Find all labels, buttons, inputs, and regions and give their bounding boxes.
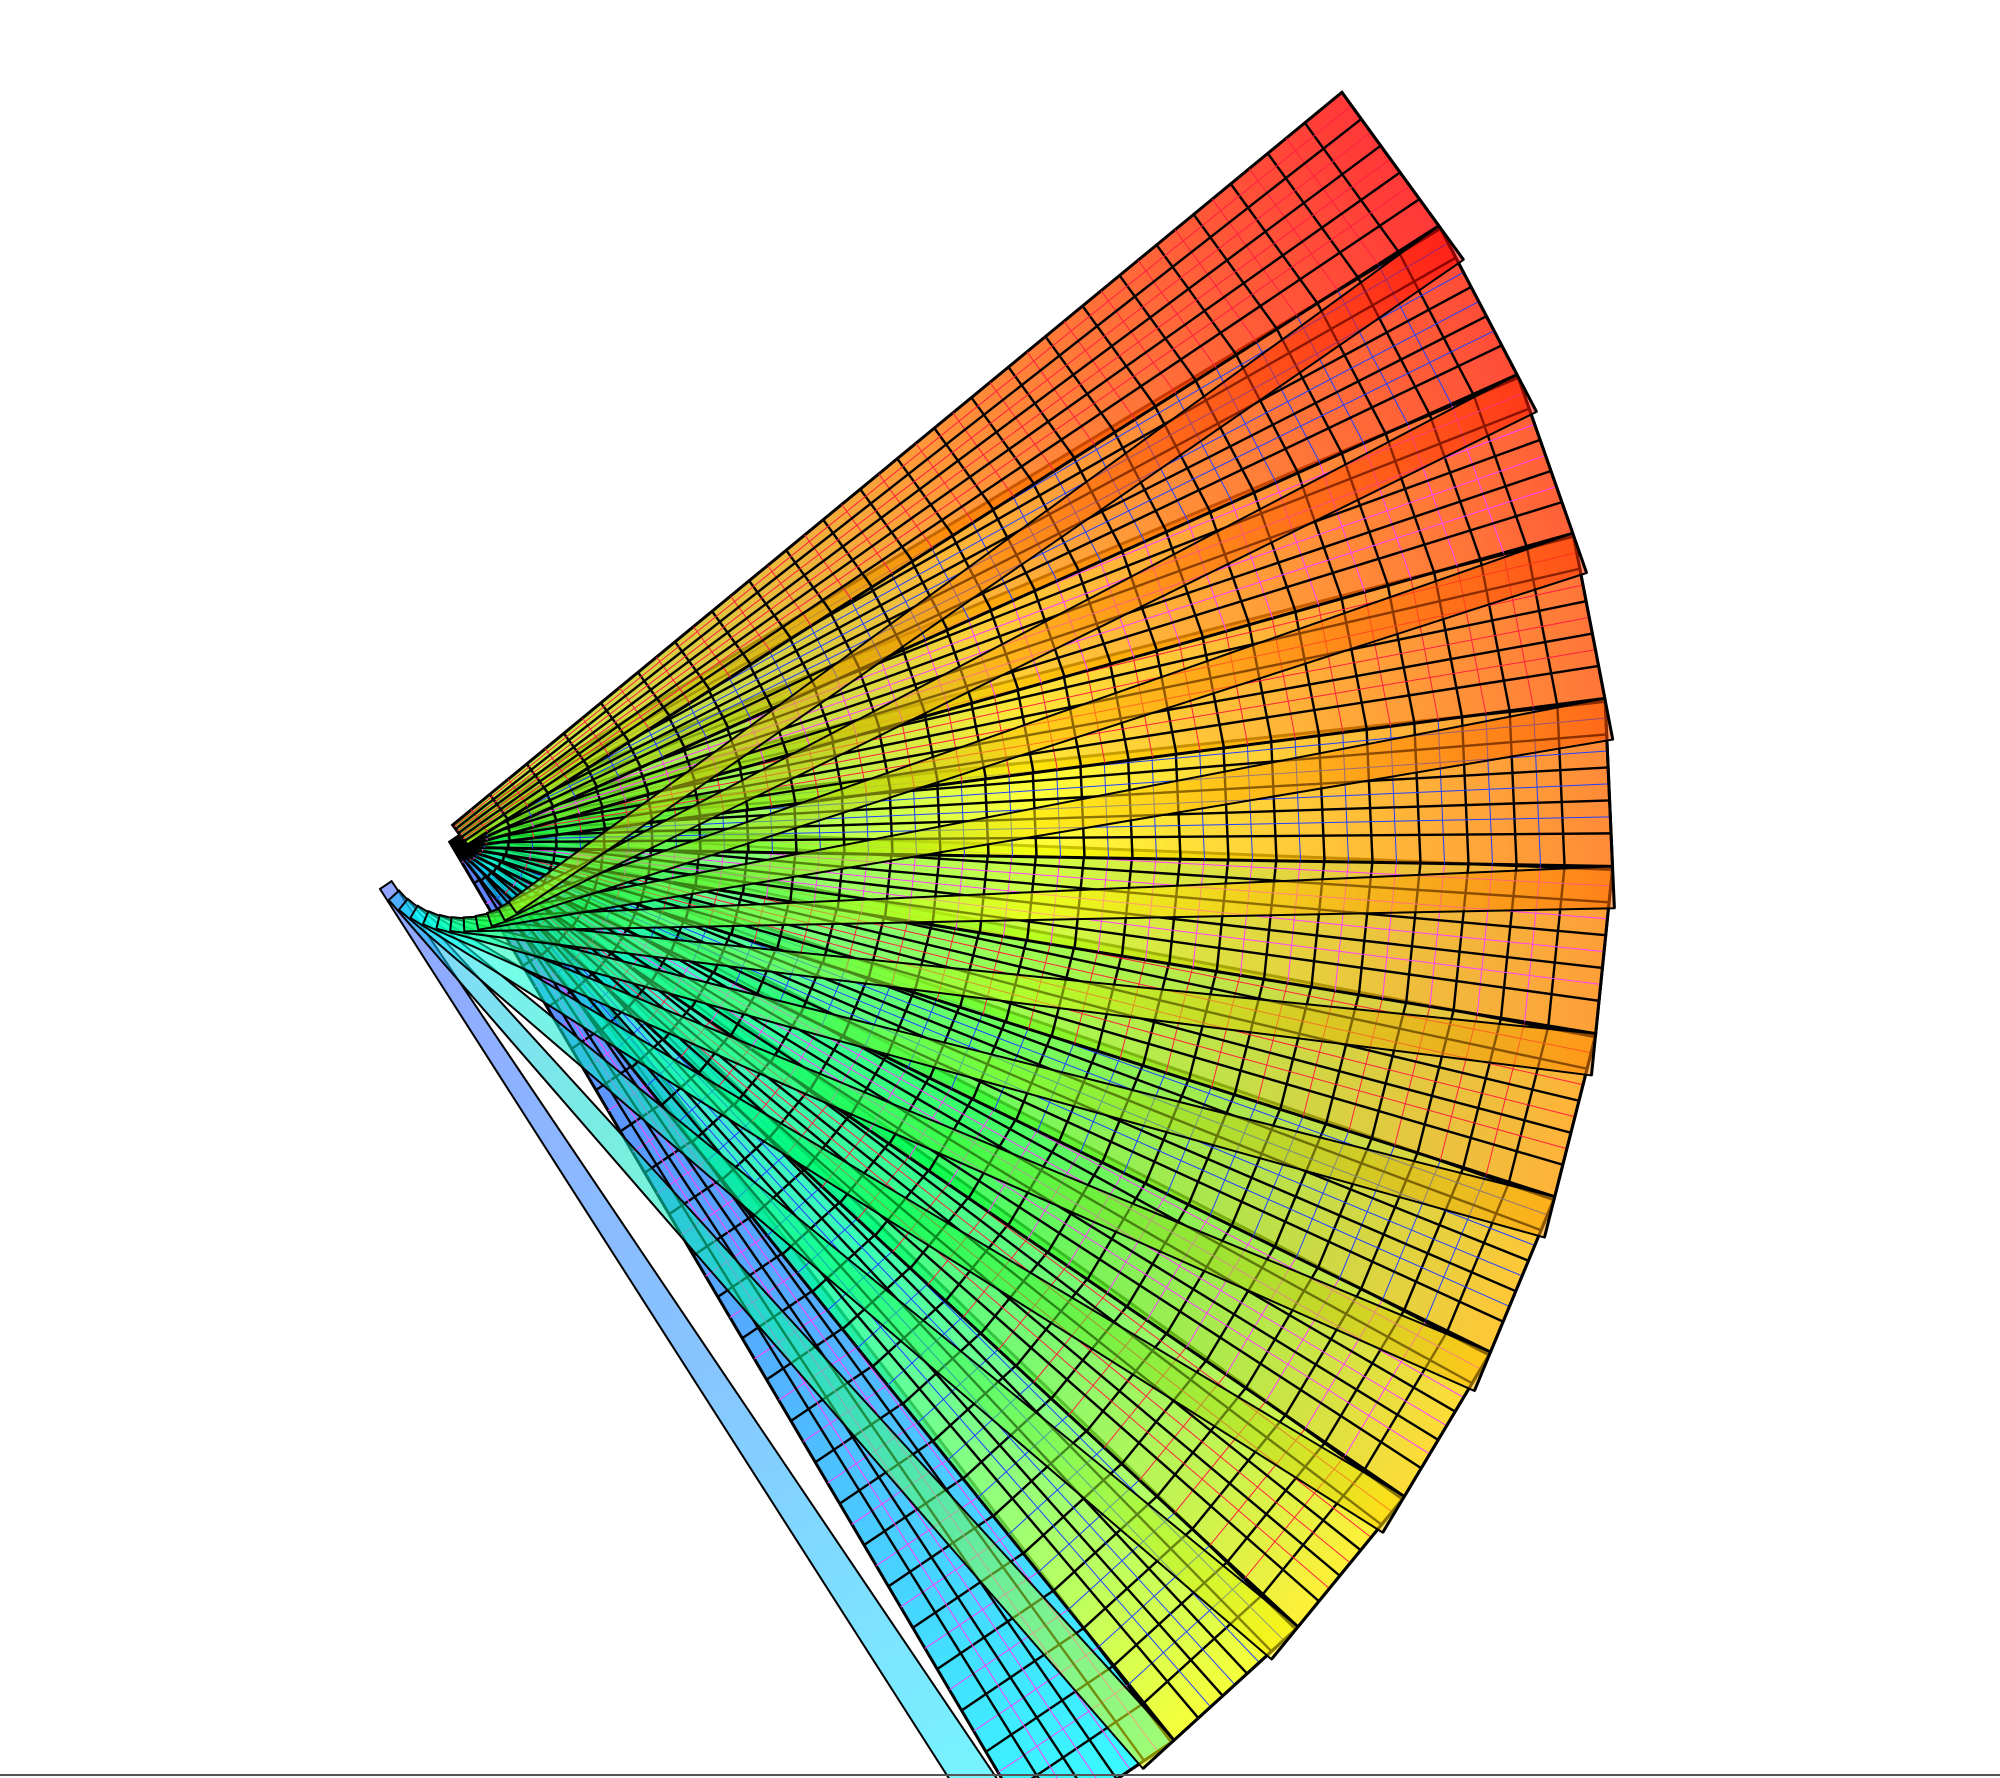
prism-end-cap — [1572, 536, 1615, 740]
prism-end-cap — [1381, 1354, 1491, 1534]
prism-end-cap — [1472, 1199, 1556, 1392]
prism-end-cap — [1340, 91, 1465, 261]
prism-fan — [378, 90, 1616, 1778]
grid-line-inner — [462, 185, 1411, 840]
grid-line-long — [454, 118, 1363, 830]
prism-end-cap — [1542, 1036, 1597, 1238]
prism-side-face — [378, 879, 998, 1778]
grid-line-inner — [453, 105, 1352, 828]
prism-end-cap — [1141, 1628, 1297, 1770]
prism-end-cap — [1439, 227, 1538, 413]
prism-end-cap — [1516, 377, 1589, 574]
grid-line-inner — [456, 131, 1372, 832]
prism-end-cap — [1603, 701, 1616, 909]
prism — [450, 90, 1465, 915]
grid-line-long — [463, 198, 1421, 843]
prism-end-cap — [1589, 869, 1614, 1076]
prism-end-cap — [1115, 1741, 1173, 1778]
viewport-bottom-edge — [0, 1774, 2000, 1776]
prism-end-cap — [1270, 1498, 1404, 1661]
grid-line-long — [457, 144, 1382, 834]
grid-line-long — [462, 344, 1503, 843]
grid-line-long — [460, 171, 1401, 838]
grid-line-inner — [459, 158, 1391, 836]
grid-line-long — [462, 501, 1563, 844]
